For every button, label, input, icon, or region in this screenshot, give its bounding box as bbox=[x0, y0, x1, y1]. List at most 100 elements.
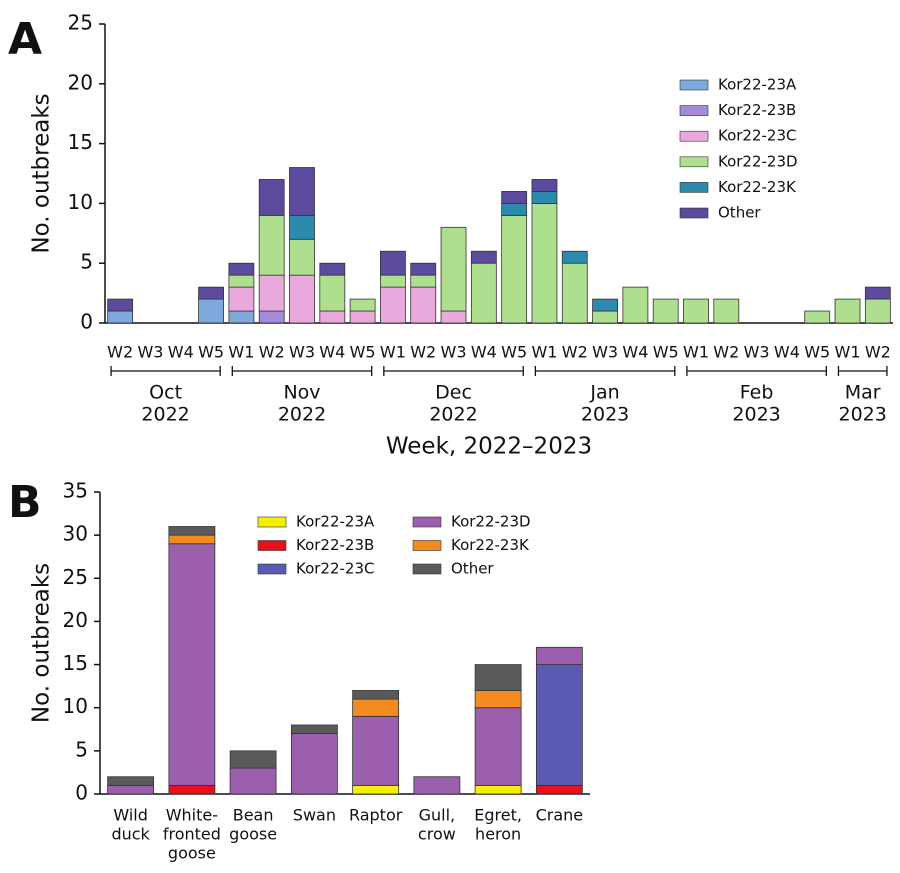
bar-segment bbox=[474, 784, 522, 795]
bar-segment bbox=[168, 534, 216, 545]
month-label: 2022 bbox=[278, 404, 326, 426]
bar-segment bbox=[652, 298, 679, 324]
bar-segment bbox=[168, 543, 216, 786]
bar-segment bbox=[440, 226, 467, 312]
x-tick-label: W4 bbox=[319, 343, 345, 362]
x-tick-label: W1 bbox=[228, 343, 254, 362]
bar-segment bbox=[535, 664, 583, 786]
y-tick-label: 10 bbox=[63, 694, 88, 718]
x-tick-label: White- bbox=[166, 806, 218, 825]
x-tick-label: heron bbox=[475, 825, 521, 844]
bar-segment bbox=[531, 191, 558, 204]
legend-swatch bbox=[412, 540, 442, 551]
month-label: Mar bbox=[845, 382, 881, 404]
x-tick-label: Egret, bbox=[474, 806, 522, 825]
legend-label: Kor22-23K bbox=[718, 178, 797, 196]
y-tick-label: 15 bbox=[63, 651, 88, 675]
bar-segment bbox=[470, 250, 497, 264]
panel-label: A bbox=[8, 14, 42, 65]
legend-label: Kor22-23D bbox=[718, 152, 798, 170]
x-tick-label: W3 bbox=[289, 343, 315, 362]
bar-segment bbox=[289, 238, 315, 276]
month-label: Jan bbox=[589, 382, 619, 404]
month-label: Oct bbox=[149, 382, 182, 404]
bar-segment bbox=[501, 202, 528, 216]
bar-segment bbox=[804, 310, 831, 324]
month-label: 2023 bbox=[581, 404, 629, 426]
x-tick-label: W4 bbox=[471, 343, 497, 362]
y-tick-label: 20 bbox=[68, 70, 93, 94]
bar-segment bbox=[349, 298, 376, 312]
y-axis-label: No. outbreaks bbox=[29, 563, 55, 723]
legend-swatch bbox=[257, 563, 287, 575]
bar-segment bbox=[228, 310, 255, 324]
bar-segment bbox=[349, 310, 376, 324]
x-tick-label: W3 bbox=[137, 343, 163, 362]
x-tick-label: duck bbox=[111, 825, 150, 844]
month-label: 2023 bbox=[839, 404, 887, 426]
bar-segment bbox=[107, 298, 134, 312]
x-tick-label: Crane bbox=[536, 806, 584, 825]
bar-segment bbox=[107, 776, 155, 786]
bar-segment bbox=[501, 191, 528, 204]
bar-segment bbox=[258, 179, 285, 216]
month-label: 2022 bbox=[141, 404, 189, 426]
x-tick-label: W2 bbox=[865, 343, 891, 362]
y-tick-label: 30 bbox=[63, 522, 88, 546]
bar-segment bbox=[228, 274, 255, 288]
month-label: Dec bbox=[435, 382, 472, 404]
x-tick-label: W4 bbox=[774, 343, 800, 362]
legend-swatch bbox=[679, 182, 709, 193]
bar-segment bbox=[229, 750, 277, 769]
bar-segment bbox=[352, 698, 400, 717]
month-label: 2022 bbox=[429, 404, 477, 426]
x-tick-label: W5 bbox=[653, 343, 679, 362]
x-tick-label: crow bbox=[418, 825, 456, 844]
bar-segment bbox=[474, 707, 522, 786]
x-tick-label: W1 bbox=[531, 343, 557, 362]
bar-segment bbox=[228, 286, 255, 312]
y-axis-label: No. outbreaks bbox=[29, 93, 55, 253]
legend-swatch bbox=[257, 516, 287, 528]
bar-segment bbox=[535, 646, 583, 665]
legend-swatch bbox=[679, 105, 709, 116]
y-tick-label: 25 bbox=[63, 565, 88, 589]
x-tick-label: Wild bbox=[113, 806, 148, 825]
bar-segment bbox=[380, 250, 406, 276]
bar-segment bbox=[258, 214, 285, 276]
bar-segment bbox=[531, 179, 558, 192]
x-tick-label: W3 bbox=[744, 343, 770, 362]
bar-segment bbox=[168, 526, 216, 536]
x-tick-label: W2 bbox=[713, 343, 739, 362]
bar-segment bbox=[413, 776, 461, 795]
legend-label: Kor22-23B bbox=[296, 536, 374, 554]
x-tick-label: W4 bbox=[168, 343, 194, 362]
legend-label: Kor22-23K bbox=[451, 536, 530, 554]
x-tick-label: W3 bbox=[592, 343, 618, 362]
x-tick-label: W5 bbox=[198, 343, 224, 362]
bar-segment bbox=[474, 690, 522, 709]
y-tick-label: 0 bbox=[75, 781, 88, 805]
bar-segment bbox=[470, 262, 497, 324]
x-tick-label: W5 bbox=[804, 343, 830, 362]
y-tick-label: 10 bbox=[68, 190, 93, 214]
bar-segment bbox=[713, 298, 740, 324]
x-tick-label: Bean bbox=[233, 806, 274, 825]
bar-segment bbox=[410, 286, 437, 324]
x-tick-label: W2 bbox=[259, 343, 285, 362]
x-tick-label: Raptor bbox=[349, 806, 403, 825]
bar-segment bbox=[258, 274, 285, 312]
bar-segment bbox=[410, 274, 437, 288]
bar-segment bbox=[289, 167, 315, 216]
x-tick-label: W2 bbox=[107, 343, 133, 362]
legend-swatch bbox=[257, 540, 287, 551]
bar-segment bbox=[561, 250, 588, 264]
x-tick-label: Swan bbox=[293, 806, 336, 825]
legend-swatch bbox=[679, 207, 709, 219]
bar-segment bbox=[380, 274, 406, 288]
bar-segment bbox=[561, 262, 588, 324]
y-tick-label: 35 bbox=[63, 479, 88, 503]
x-tick-label: W1 bbox=[835, 343, 861, 362]
bar-segment bbox=[290, 733, 338, 795]
